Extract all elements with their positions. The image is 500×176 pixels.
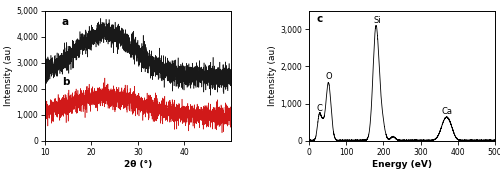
Text: b: b [62, 77, 69, 87]
Text: Si: Si [374, 16, 381, 26]
Text: C: C [316, 103, 322, 112]
Text: O: O [325, 71, 332, 80]
Text: c: c [316, 14, 322, 24]
Text: a: a [62, 17, 69, 27]
X-axis label: Energy (eV): Energy (eV) [372, 159, 432, 169]
X-axis label: 2θ (°): 2θ (°) [124, 159, 152, 169]
Y-axis label: Intensity (au): Intensity (au) [268, 45, 278, 106]
Y-axis label: Intensity (au): Intensity (au) [4, 45, 14, 106]
Text: Ca: Ca [441, 107, 452, 116]
